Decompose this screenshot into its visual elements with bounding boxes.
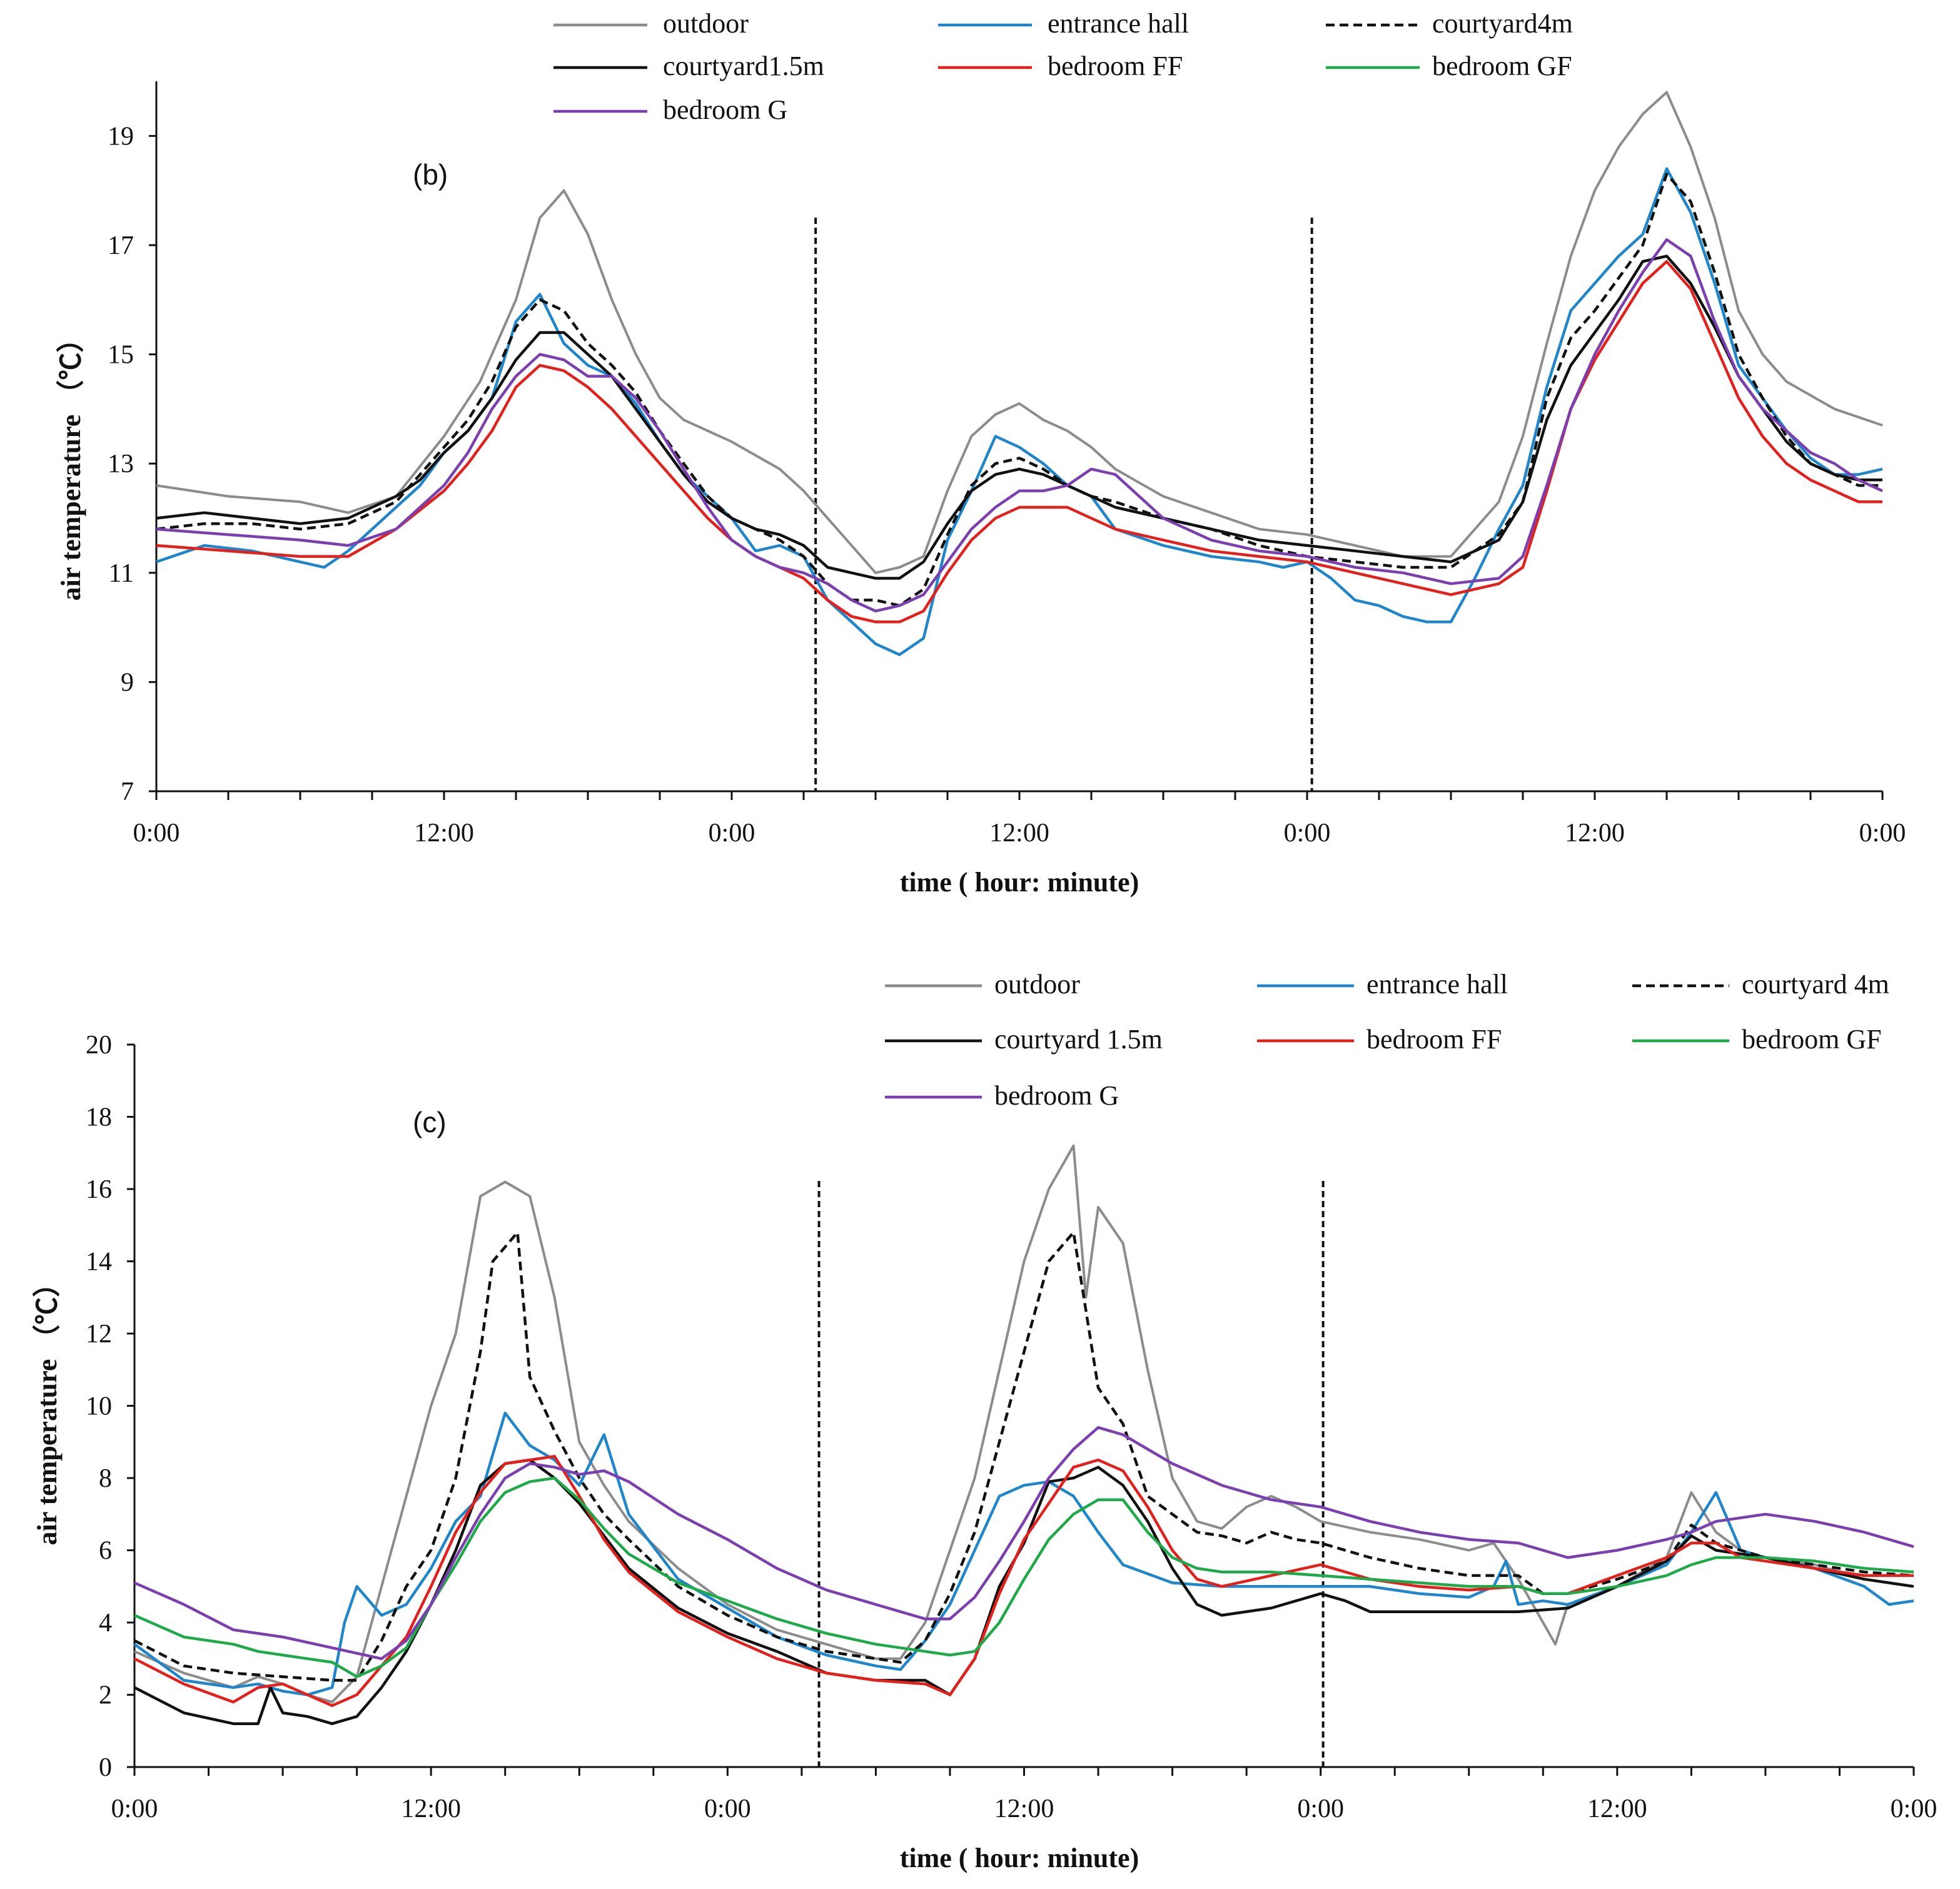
- y-tick-label: 8: [99, 1464, 112, 1493]
- legend-label-courtyard1-5m: courtyard1.5m: [663, 51, 824, 81]
- legend-label-outdoor: outdoor: [663, 8, 749, 39]
- divider-lines: [817, 1181, 1325, 1767]
- y-tick-label: 14: [86, 1248, 112, 1277]
- series-line-entrance-hall: [156, 167, 1883, 656]
- x-tick-label: 12:00: [414, 819, 474, 848]
- y-tick-label: 6: [99, 1537, 112, 1566]
- divider-lines: [814, 218, 1313, 791]
- x-tick-label: 12:00: [989, 819, 1049, 848]
- x-tick-label: 0:00: [709, 819, 755, 848]
- y-axis-title: air temperature （℃）: [56, 325, 86, 601]
- legend-label-courtyard4m: courtyard4m: [1432, 8, 1573, 39]
- legend-label-bedroom-g: bedroom G: [663, 94, 787, 125]
- x-tick-label: 0:00: [704, 1795, 751, 1823]
- tick-labels: 7 9 11 13 15 17 19 0:00 12:00 0:00 12:00 0:00 12:00 0…: [108, 122, 1906, 848]
- legend-label-bedroom-gf: bedroom GF: [1432, 51, 1572, 81]
- series-line-outdoor: [156, 91, 1883, 574]
- legend-label-outdoor: outdoor: [994, 969, 1080, 1000]
- axes: [127, 1043, 1915, 1776]
- tick-labels: 0 2 4 6 8 10 12 14 16 18 20 0:00 12:00 0:00 12:00 0:00 1…: [86, 1031, 1937, 1823]
- axes: [149, 81, 1884, 800]
- y-tick-label: 17: [108, 231, 134, 260]
- legend-label-courtyard-4m: courtyard 4m: [1742, 969, 1889, 1000]
- chart-panel-b: 7 9 11 13 15 17 19 0:00 12:00 0:00 12:00 0:00 12:00 0…: [56, 8, 1906, 898]
- y-tick-label: 2: [99, 1681, 112, 1710]
- panel-label: (c): [413, 1106, 447, 1138]
- y-axis-title: air temperature （℃）: [32, 1270, 63, 1546]
- legend: outdoor entrance hall courtyard 4m courtyar…: [885, 969, 1889, 1111]
- series-line-bedroom-ff: [156, 260, 1882, 624]
- chart-panel-c: 0 2 4 6 8 10 12 14 16 18 20 0:00 12:00 0:00 12:00 0:00 1…: [32, 969, 1937, 1873]
- panel-label: (b): [413, 158, 448, 191]
- x-tick-label: 0:00: [133, 819, 180, 848]
- y-tick-label: 19: [108, 122, 134, 151]
- x-tick-label: 0:00: [1859, 819, 1906, 848]
- x-tick-label: 0:00: [1297, 1795, 1344, 1823]
- x-axis-title: time ( hour: minute): [900, 1843, 1139, 1873]
- legend-label-bedroom-ff: bedroom FF: [1366, 1024, 1502, 1055]
- legend-label-bedroom-gf: bedroom GF: [1742, 1024, 1882, 1055]
- y-tick-label: 9: [121, 668, 134, 697]
- y-tick-label: 0: [99, 1753, 112, 1782]
- legend-label-bedroom-ff: bedroom FF: [1048, 51, 1183, 81]
- x-tick-label: 0:00: [1891, 1795, 1937, 1823]
- legend-label-entrance-hall: entrance hall: [1366, 969, 1508, 1000]
- x-tick-label: 12:00: [1565, 819, 1625, 848]
- series-line-courtyard4m: [156, 173, 1882, 607]
- series-line-outdoor: [134, 1144, 1914, 1704]
- legend: outdoor entrance hall courtyard4m courtyard…: [553, 8, 1573, 125]
- x-axis-title: time ( hour: minute): [900, 867, 1139, 898]
- series-layer: [133, 1144, 1914, 1725]
- legend-label-entrance-hall: entrance hall: [1048, 8, 1189, 39]
- x-tick-label: 12:00: [1587, 1795, 1647, 1823]
- legend-label-courtyard-1-5m: courtyard 1.5m: [994, 1024, 1163, 1055]
- y-tick-label: 4: [99, 1609, 112, 1638]
- series-line-bedroom-g: [156, 238, 1883, 613]
- series-line-bedroom-gf: [134, 1476, 1914, 1678]
- y-tick-label: 7: [121, 777, 134, 806]
- y-tick-label: 15: [108, 341, 134, 370]
- series-line-courtyard-1-5m: [133, 1458, 1914, 1725]
- x-tick-label: 0:00: [111, 1795, 158, 1823]
- series-line-bedroom-g: [134, 1426, 1914, 1661]
- y-tick-label: 11: [109, 559, 134, 588]
- y-tick-label: 13: [108, 450, 134, 479]
- y-tick-label: 16: [86, 1175, 112, 1204]
- series-line-courtyard-4m: [133, 1231, 1914, 1682]
- series-line-bedroom-ff: [133, 1455, 1914, 1708]
- legend-label-bedroom-g: bedroom G: [994, 1080, 1119, 1111]
- x-tick-label: 0:00: [1284, 819, 1331, 848]
- y-tick-label: 12: [86, 1320, 112, 1349]
- x-tick-label: 12:00: [994, 1795, 1054, 1823]
- series-layer: [156, 91, 1883, 656]
- y-tick-label: 20: [86, 1031, 112, 1060]
- y-tick-label: 10: [86, 1392, 112, 1421]
- x-tick-label: 12:00: [401, 1795, 461, 1823]
- y-tick-label: 18: [86, 1103, 112, 1132]
- series-line-courtyard1-5m: [156, 255, 1882, 580]
